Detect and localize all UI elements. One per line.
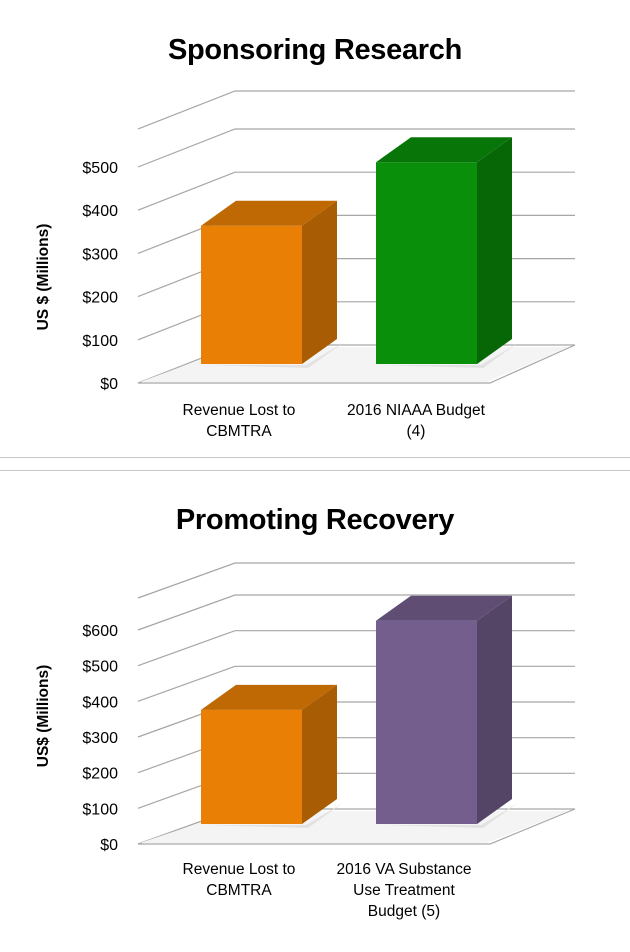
y-tick-label: $500: [82, 160, 118, 177]
x-category-label: Use Treatment: [353, 882, 455, 899]
bar-front-face: [376, 620, 477, 824]
y-tick-label: $200: [82, 766, 118, 783]
y-tick-label: $0: [100, 376, 118, 393]
bar-front-face: [201, 225, 302, 364]
x-category-label: 2016 NIAAA Budget: [347, 402, 486, 419]
y-tick-label: $300: [82, 730, 118, 747]
chart-sponsoring-research: Sponsoring Research $0 $100 $200 $300 $400 $5…: [0, 0, 630, 456]
bar-top-face: [201, 200, 337, 226]
bar-side-face: [302, 684, 337, 824]
x-category-label: CBMTRA: [206, 423, 272, 440]
bar-top-face: [376, 595, 512, 621]
bar-top-face: [201, 684, 337, 710]
y-axis-label: US$ (Millions): [35, 665, 52, 767]
y-tick-label: $500: [82, 659, 118, 676]
chart-title: Sponsoring Research: [167, 34, 463, 66]
gridline: [137, 128, 575, 168]
bar-side-face: [477, 595, 512, 824]
bar-top-face: [376, 137, 512, 163]
divider-line: [0, 457, 630, 458]
y-tick-label: $400: [82, 694, 118, 711]
bar: [376, 595, 518, 828]
divider-line: [0, 470, 630, 471]
y-tick-label: $200: [82, 290, 118, 307]
x-category-label: CBMTRA: [206, 882, 272, 899]
x-category-label: Revenue Lost to: [183, 861, 296, 878]
x-category-label: Revenue Lost to: [183, 402, 296, 419]
bar: [201, 200, 343, 368]
gridline: [137, 90, 575, 130]
y-tick-label: $600: [82, 623, 118, 640]
chart-promoting-recovery: Promoting Recovery $0 $100 $200 $300 $400 $50…: [0, 474, 630, 952]
chart-title: Promoting Recovery: [175, 504, 455, 536]
chart-plot-sponsoring-research: $0 $100 $200 $300 $400 $500 US $ (Millions) Rev…: [35, 90, 576, 440]
y-axis-label: US $ (Millions): [35, 224, 52, 331]
floor-edge: [138, 808, 576, 845]
y-tick-label: $100: [82, 801, 118, 818]
chart-plot-promoting-recovery: $0 $100 $200 $300 $400 $500 $600 US$ (Millions)…: [35, 562, 576, 920]
gridline: [137, 562, 575, 599]
bar-front-face: [201, 709, 302, 824]
x-category-label: 2016 VA Substance: [336, 861, 471, 878]
floor-edge: [138, 344, 576, 384]
bar-side-face: [477, 137, 512, 364]
gridline: [137, 594, 575, 631]
x-category-label: Budget (5): [368, 903, 440, 920]
y-tick-label: $400: [82, 203, 118, 220]
bar: [376, 137, 518, 368]
y-tick-label: $0: [100, 837, 118, 854]
x-category-label: (4): [407, 423, 426, 440]
y-tick-label: $300: [82, 246, 118, 263]
bar-front-face: [376, 162, 477, 364]
bar: [201, 684, 343, 828]
y-tick-label: $100: [82, 333, 118, 350]
bar-side-face: [302, 200, 337, 364]
